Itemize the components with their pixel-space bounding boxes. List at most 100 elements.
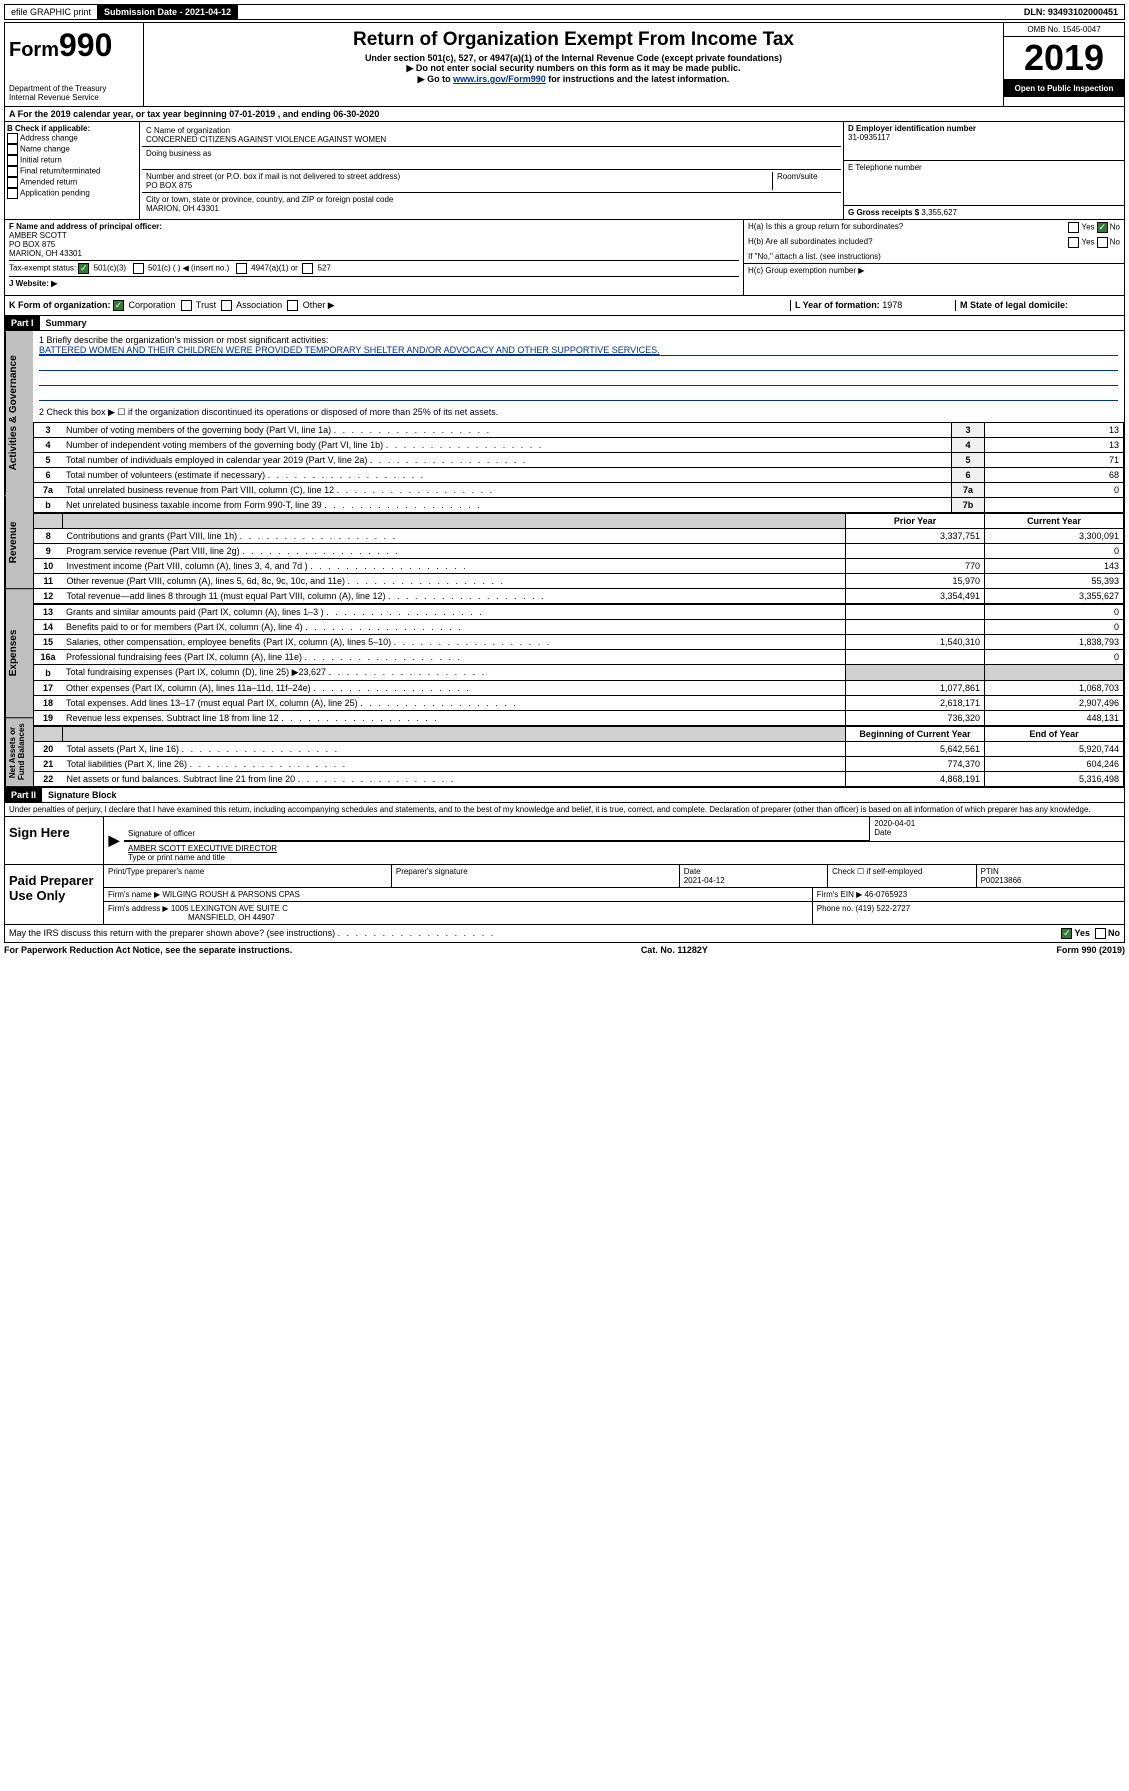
tax-year: 2019 [1004, 36, 1124, 80]
table-row: 20Total assets (Part X, line 16) 5,642,5… [34, 742, 1124, 757]
table-row: 9Program service revenue (Part VIII, lin… [34, 544, 1124, 559]
form990-link[interactable]: www.irs.gov/Form990 [453, 74, 546, 84]
blank-line [39, 388, 1118, 401]
box-h: H(a) Is this a group return for subordin… [743, 220, 1124, 295]
tax-exempt-row: Tax-exempt status: ✓ 501(c)(3) 501(c) ( … [9, 260, 739, 274]
form-header: Form990 Department of the Treasury Inter… [4, 22, 1125, 107]
cb-label: Application pending [20, 189, 90, 198]
hb-yes[interactable] [1068, 237, 1079, 248]
check-final[interactable]: Final return/terminated [7, 166, 137, 177]
check-pending[interactable]: Application pending [7, 188, 137, 199]
box-right: D Employer identification number 31-0935… [843, 122, 1124, 219]
info-block: B Check if applicable: Address change Na… [4, 122, 1125, 220]
firm-phone-value: (419) 522-2727 [855, 904, 910, 913]
header-center: Return of Organization Exempt From Incom… [144, 23, 1003, 106]
subtitle-2: ▶ Do not enter social security numbers o… [148, 63, 999, 74]
check-amended[interactable]: Amended return [7, 177, 137, 188]
prep-sig-label: Preparer's signature [392, 865, 680, 887]
top-bar: efile GRAPHIC print Submission Date - 20… [4, 4, 1125, 20]
part1-content: 1 Briefly describe the organization's mi… [33, 331, 1124, 787]
vert-rev: Revenue [5, 496, 33, 589]
website-label: J Website: ▶ [9, 279, 57, 288]
table-row: 13Grants and similar amounts paid (Part … [34, 605, 1124, 620]
omb-number: OMB No. 1545-0047 [1004, 23, 1124, 36]
part1-body: Activities & Governance Revenue Expenses… [4, 331, 1125, 788]
check-assoc[interactable] [221, 300, 232, 311]
hb-note: If "No," attach a list. (see instruction… [744, 250, 1124, 263]
k-label: K Form of organization: [9, 300, 111, 310]
discuss-answer: ✓Yes No [1061, 928, 1120, 939]
dba-box: Doing business as [142, 147, 841, 170]
klm-row: K Form of organization: ✓ Corporation Tr… [4, 296, 1125, 316]
self-employed-check[interactable]: Check ☐ if self-employed [828, 865, 976, 887]
opt-4947: 4947(a)(1) or [251, 264, 298, 273]
cat-number: Cat. No. 11282Y [641, 945, 708, 955]
table-row: 18Total expenses. Add lines 13–17 (must … [34, 696, 1124, 711]
tax-exempt-label: Tax-exempt status: [9, 264, 76, 273]
firm-ein-label: Firm's EIN ▶ [817, 890, 862, 899]
officer-label: F Name and address of principal officer: [9, 222, 739, 231]
table-row: 6Total number of volunteers (estimate if… [34, 468, 1124, 483]
yes-label: Yes [1081, 238, 1094, 247]
prep-date-label: Date [684, 867, 823, 876]
part1-title: Summary [40, 316, 93, 330]
check-address[interactable]: Address change [7, 133, 137, 144]
sig-date-value: 2020-04-01 [874, 819, 1120, 828]
check-name[interactable]: Name change [7, 144, 137, 155]
ptin-label: PTIN [981, 867, 1120, 876]
perjury-text: Under penalties of perjury, I declare th… [4, 803, 1125, 817]
opt-assoc: Association [236, 300, 282, 310]
signature-section: Sign Here ▶ Signature of officer 2020-04… [4, 817, 1125, 925]
box-j: J Website: ▶ [9, 276, 739, 293]
box-d: D Employer identification number 31-0935… [844, 122, 1124, 161]
gross-label: G Gross receipts $ [848, 208, 919, 217]
form-num: 990 [59, 27, 112, 63]
line2-text: 2 Check this box ▶ ☐ if the organization… [39, 407, 1118, 418]
room-label: Room/suite [772, 172, 837, 190]
check-corp[interactable]: ✓ [113, 300, 124, 311]
ha-yes[interactable] [1068, 222, 1079, 233]
form-number: Form990 [9, 27, 139, 64]
table-row: 3Number of voting members of the governi… [34, 423, 1124, 438]
ha-label: H(a) Is this a group return for subordin… [748, 222, 903, 233]
addr-box: Number and street (or P.O. box if mail i… [142, 170, 841, 193]
footer: For Paperwork Reduction Act Notice, see … [4, 943, 1125, 957]
check-other[interactable] [287, 300, 298, 311]
hb-no[interactable] [1097, 237, 1108, 248]
dept-label: Department of the Treasury [9, 84, 139, 93]
table-header-row: Beginning of Current YearEnd of Year [34, 727, 1124, 742]
no-label: No [1110, 238, 1120, 247]
check-initial[interactable]: Initial return [7, 155, 137, 166]
discuss-row: May the IRS discuss this return with the… [4, 925, 1125, 943]
name-title-label: Type or print name and title [128, 853, 1120, 862]
discuss-no[interactable] [1095, 928, 1106, 939]
ha-no[interactable]: ✓ [1097, 222, 1108, 233]
firm-name-label: Firm's name ▶ [108, 890, 160, 899]
check-527[interactable] [302, 263, 313, 274]
part2-header-row: Part II Signature Block [4, 788, 1125, 803]
net-assets-table: Beginning of Current YearEnd of Year20To… [33, 726, 1124, 787]
paid-label: Paid Preparer Use Only [5, 865, 104, 924]
org-name-label: C Name of organization [146, 126, 837, 135]
sig-officer-label: Signature of officer [128, 829, 865, 838]
discuss-yes[interactable]: ✓ [1061, 928, 1072, 939]
table-row: 17Other expenses (Part IX, column (A), l… [34, 681, 1124, 696]
yes-label: Yes [1074, 928, 1090, 938]
table-row: bTotal fundraising expenses (Part IX, co… [34, 665, 1124, 681]
check-501c[interactable] [133, 263, 144, 274]
city-box: City or town, state or province, country… [142, 193, 841, 215]
discuss-text: May the IRS discuss this return with the… [9, 928, 495, 939]
firm-addr1: 1005 LEXINGTON AVE SUITE C [171, 904, 288, 913]
officer-name: AMBER SCOTT [9, 231, 739, 240]
box-m: M State of legal domicile: [955, 300, 1120, 311]
revenue-table: Prior YearCurrent Year8Contributions and… [33, 513, 1124, 604]
check-501c3[interactable]: ✓ [78, 263, 89, 274]
opt-other: Other ▶ [303, 300, 335, 310]
firm-addr-label: Firm's address ▶ [108, 904, 169, 913]
subtitle-3: ▶ Go to www.irs.gov/Form990 for instruct… [148, 74, 999, 85]
check-trust[interactable] [181, 300, 192, 311]
part1-badge: Part I [5, 316, 40, 330]
top-spacer [238, 5, 1018, 19]
vert-gov: Activities & Governance [5, 331, 33, 495]
check-4947[interactable] [236, 263, 247, 274]
